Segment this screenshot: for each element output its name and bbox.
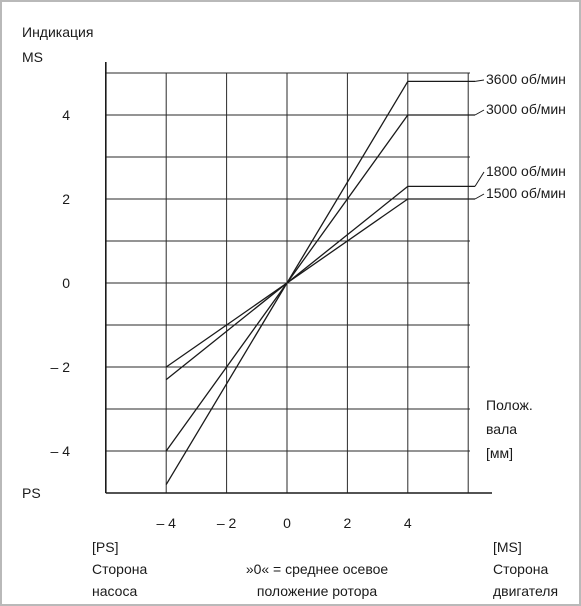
y-tick-label: 4 xyxy=(62,107,70,123)
labels-group: 3600 об/мин 3000 об/мин 1800 об/мин 1500 об… xyxy=(22,24,566,599)
annotation-right-line: двигателя xyxy=(493,583,558,599)
axes xyxy=(105,62,492,494)
y-axis-title-line: Индикация xyxy=(22,24,93,40)
y-axis-title-line: MS xyxy=(22,49,43,65)
annotation-center-line: положение ротора xyxy=(257,583,377,599)
series-label: 3000 об/мин xyxy=(486,101,566,117)
x-axis-title-line: [мм] xyxy=(486,445,513,461)
series-leader xyxy=(474,171,485,187)
series-label: 3600 об/мин xyxy=(486,71,566,87)
y-axis-bottom-label: PS xyxy=(22,485,41,501)
y-tick-label: – 2 xyxy=(51,359,71,375)
x-tick-label: – 4 xyxy=(156,515,176,531)
series-label: 1500 об/мин xyxy=(486,185,566,201)
annotation-left-line: [PS] xyxy=(92,539,118,555)
series-leader xyxy=(474,79,485,82)
annotation-right-line: [MS] xyxy=(493,539,522,555)
y-tick-label: – 4 xyxy=(51,443,71,459)
series-label: 1800 об/мин xyxy=(486,163,566,179)
series-group xyxy=(165,79,485,485)
x-tick-label: 2 xyxy=(344,515,352,531)
y-tick-label: 2 xyxy=(62,191,70,207)
annotation-left-line: насоса xyxy=(92,583,137,599)
x-tick-label: 0 xyxy=(283,515,291,531)
annotation-left-line: Сторона xyxy=(92,561,147,577)
series-leader xyxy=(474,193,485,200)
annotation-right-line: Сторона xyxy=(493,561,548,577)
series-line xyxy=(165,198,409,368)
annotation-center-line: »0« = среднее осевое xyxy=(246,561,389,577)
series-leader xyxy=(474,109,485,116)
x-axis-title-line: вала xyxy=(486,421,517,437)
x-tick-label: 4 xyxy=(404,515,412,531)
y-tick-label: 0 xyxy=(62,275,70,291)
x-axis-title-line: Полож. xyxy=(486,397,533,413)
x-tick-label: – 2 xyxy=(217,515,237,531)
